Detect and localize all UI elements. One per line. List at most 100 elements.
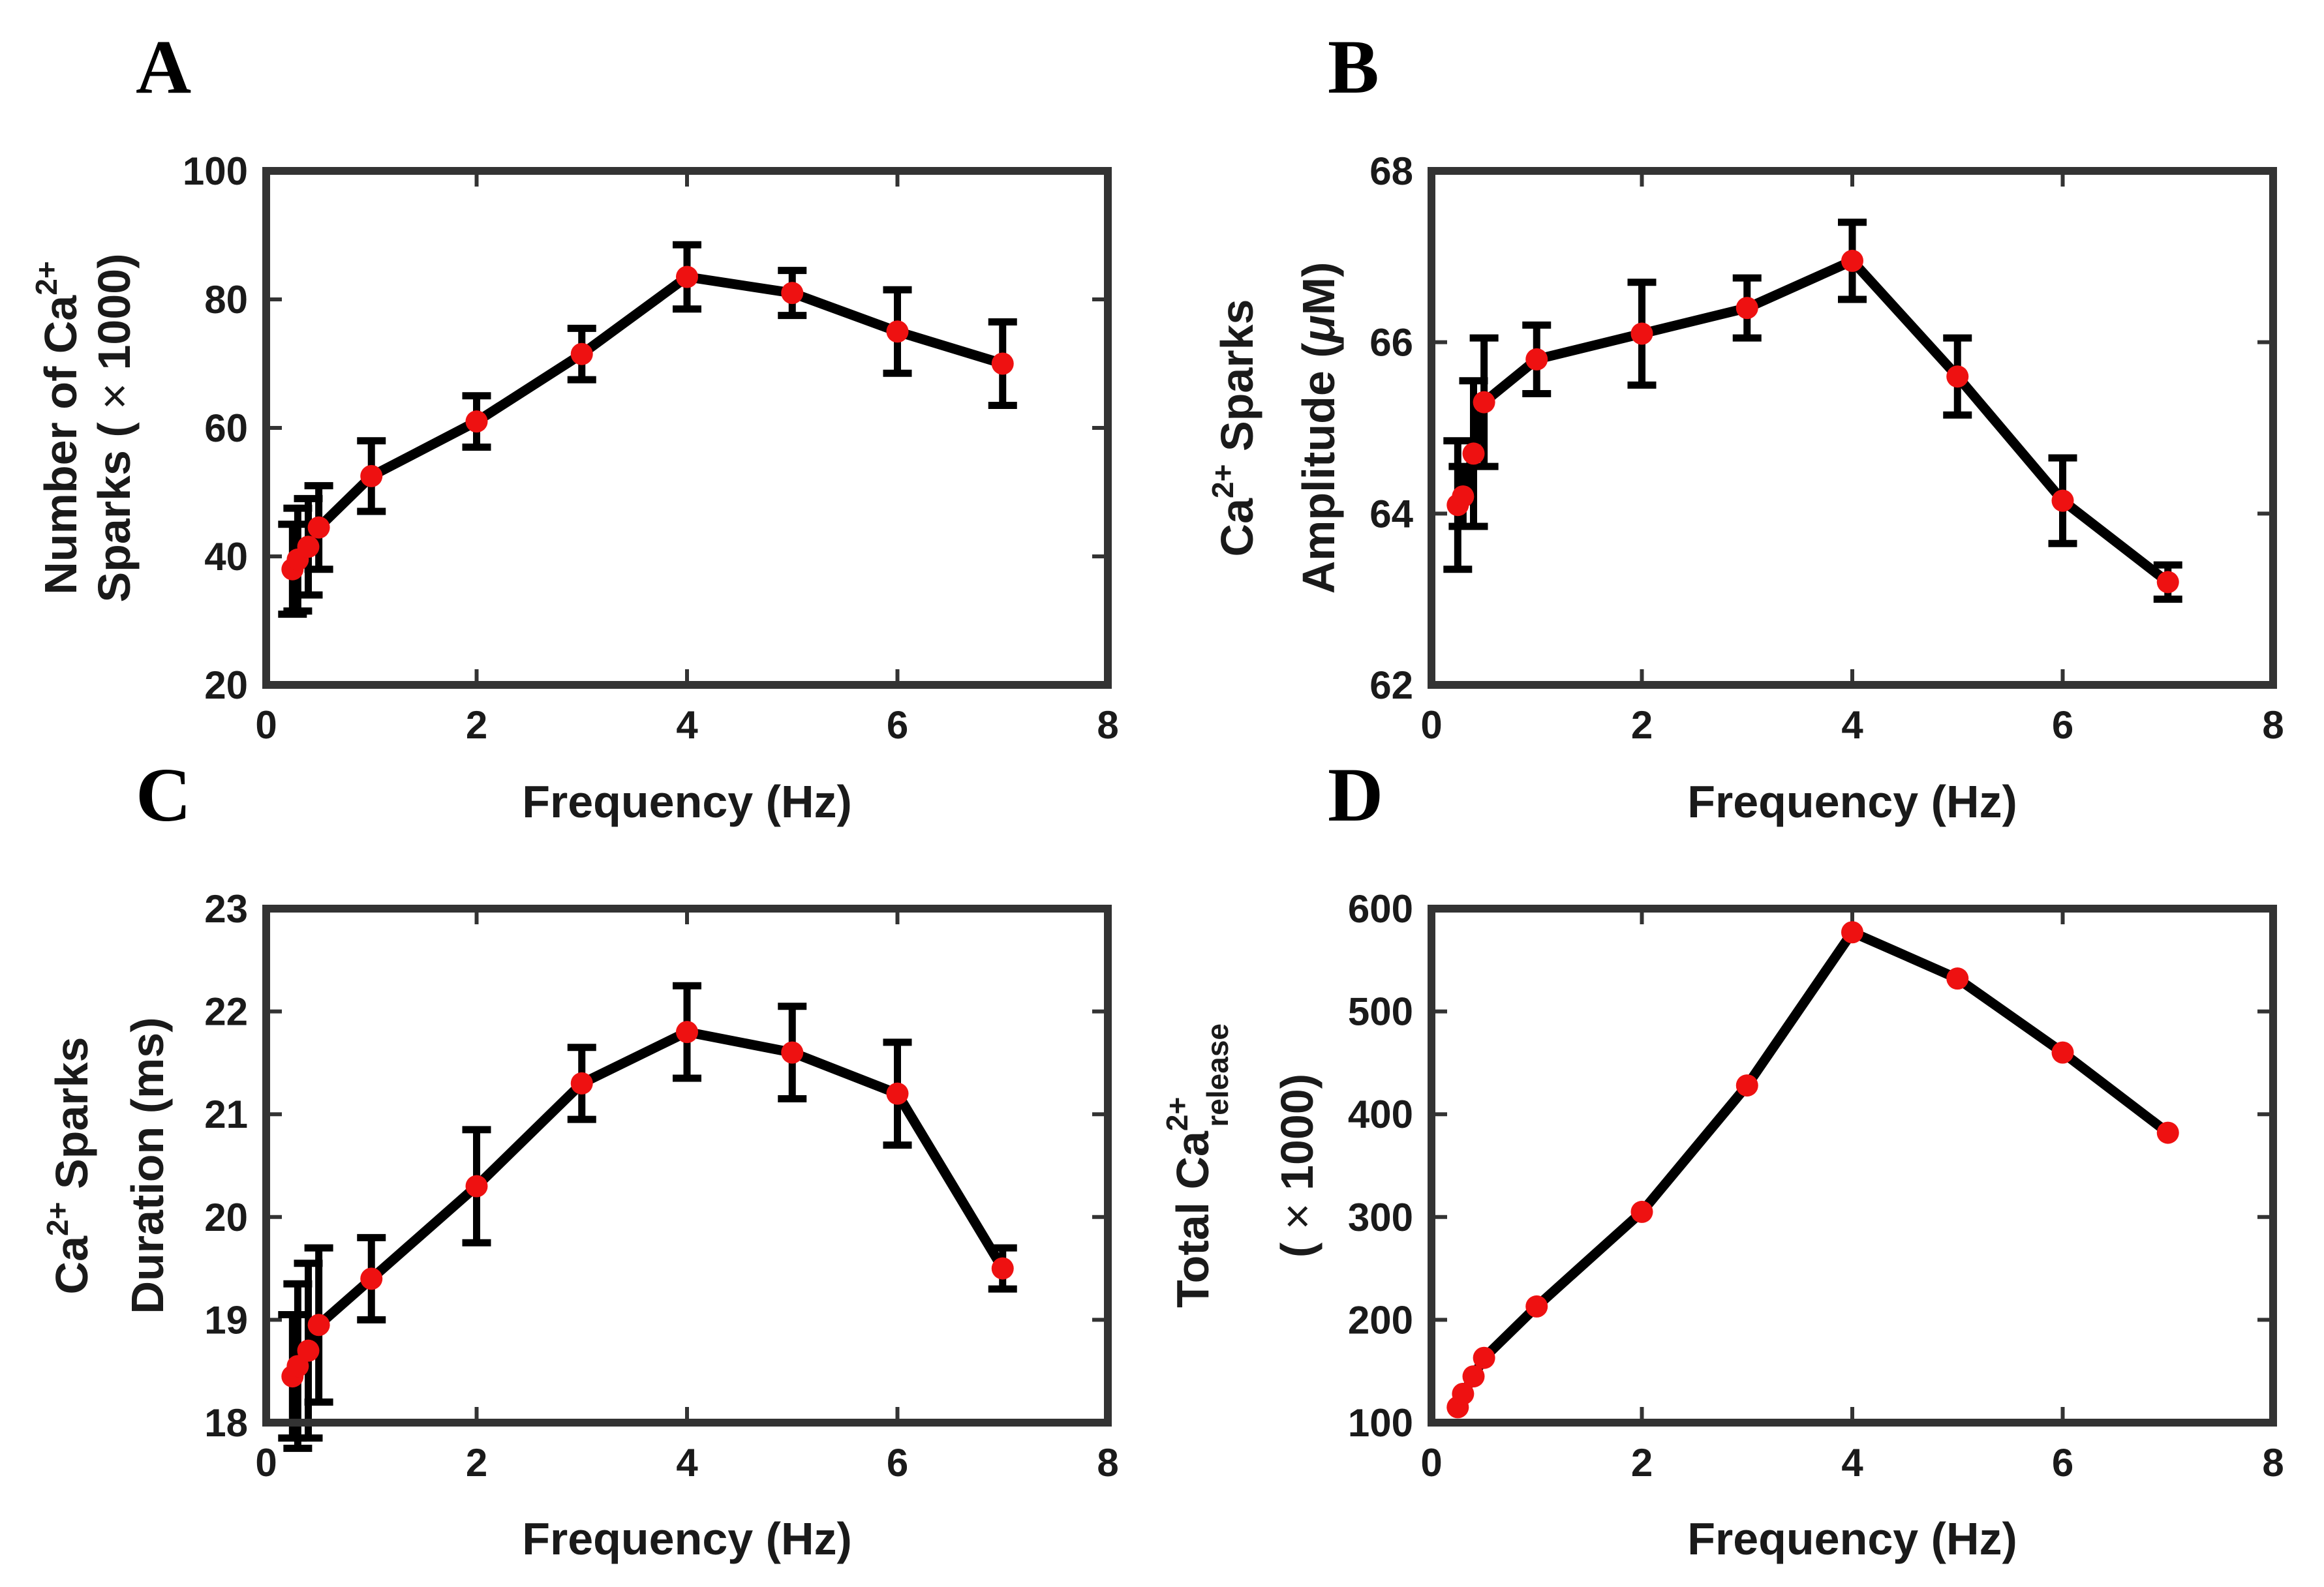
data-point bbox=[1735, 297, 1758, 320]
y-tick-label: 60 bbox=[204, 406, 248, 450]
data-point bbox=[307, 1314, 330, 1337]
data-point bbox=[1946, 967, 1969, 990]
data-point bbox=[1462, 442, 1485, 465]
data-point bbox=[2051, 1041, 2074, 1064]
panel-d: D 0 2 4 6 8 100 200 300 400 500 600 Frequency (Hz)… bbox=[1160, 752, 2284, 1564]
y-tick-label: 23 bbox=[204, 887, 248, 931]
data-point bbox=[1525, 1295, 1548, 1318]
x-tick-label: 6 bbox=[887, 1441, 908, 1485]
data-point bbox=[307, 516, 330, 539]
data-point bbox=[297, 536, 320, 558]
y-tick-label: 40 bbox=[204, 535, 248, 579]
y-tick-label: 62 bbox=[1369, 663, 1413, 707]
panel-label-a: A bbox=[136, 24, 191, 110]
panel-c: C 0 2 4 6 8 18 19 20 21 22 23 Frequency (Hz) Ca2+ … bbox=[40, 752, 1119, 1564]
panel-a-tick-labels: 0 2 4 6 8 20 40 60 80 100 bbox=[183, 149, 1119, 747]
data-point bbox=[1525, 348, 1548, 370]
x-tick-label: 2 bbox=[1631, 1441, 1653, 1485]
x-tick-label: 0 bbox=[255, 703, 277, 747]
data-point bbox=[1630, 322, 1653, 345]
y-tick-label: 600 bbox=[1348, 887, 1413, 931]
panel-b-plot bbox=[1443, 219, 2182, 603]
x-tick-label: 4 bbox=[676, 703, 698, 747]
panel-a-plot bbox=[278, 241, 1017, 618]
panel-b-xlabel: Frequency (Hz) bbox=[1687, 776, 2017, 827]
data-point bbox=[991, 1257, 1014, 1280]
data-point bbox=[1841, 921, 1863, 944]
panel-c-tick-labels: 0 2 4 6 8 18 19 20 21 22 23 bbox=[204, 887, 1118, 1485]
panel-c-frame bbox=[262, 905, 1112, 1427]
data-point bbox=[991, 352, 1014, 375]
data-point bbox=[360, 1267, 383, 1290]
panel-a: A 0 2 4 6 8 20 40 60 80 100 Frequency (Hz) Number… bbox=[29, 24, 1119, 827]
data-point bbox=[1841, 249, 1863, 272]
data-point bbox=[1473, 1346, 1495, 1369]
data-point bbox=[1462, 1365, 1485, 1388]
x-tick-label: 4 bbox=[676, 1441, 698, 1485]
data-point bbox=[1452, 485, 1475, 508]
data-point bbox=[360, 464, 383, 487]
y-tick-label: 300 bbox=[1348, 1196, 1413, 1239]
y-tick-label: 200 bbox=[1348, 1298, 1413, 1342]
panel-c-ylabel-line2: Duration (ms) bbox=[122, 1018, 173, 1314]
x-tick-label: 0 bbox=[1420, 703, 1442, 747]
data-point bbox=[1473, 391, 1495, 414]
x-tick-label: 2 bbox=[466, 703, 487, 747]
y-tick-label: 22 bbox=[204, 990, 248, 1034]
panel-d-ticks bbox=[1430, 907, 2275, 1425]
panel-d-plot bbox=[1446, 921, 2179, 1419]
panel-b-ylabel-line1: Ca2+ Sparks bbox=[1206, 299, 1262, 557]
x-tick-label: 6 bbox=[2052, 1441, 2073, 1485]
x-tick-label: 8 bbox=[2262, 703, 2284, 747]
panel-c-xlabel: Frequency (Hz) bbox=[522, 1513, 852, 1564]
x-tick-label: 4 bbox=[1841, 703, 1863, 747]
panel-b-ylabel-line2: Amplitude (μM) bbox=[1293, 262, 1344, 594]
panel-b-frame bbox=[1428, 167, 2277, 689]
x-tick-label: 4 bbox=[1841, 1441, 1863, 1485]
data-point bbox=[297, 1339, 320, 1362]
x-tick-label: 0 bbox=[1420, 1441, 1442, 1485]
data-point bbox=[676, 1021, 698, 1044]
data-point bbox=[676, 265, 698, 288]
data-point bbox=[465, 410, 488, 433]
y-tick-label: 19 bbox=[204, 1298, 248, 1342]
y-tick-label: 66 bbox=[1369, 321, 1413, 365]
data-point bbox=[2156, 571, 2179, 594]
panel-d-ylabel-line1: Total Ca2+ release bbox=[1160, 1023, 1234, 1308]
data-point bbox=[465, 1175, 488, 1198]
x-tick-label: 8 bbox=[2262, 1441, 2284, 1485]
data-point bbox=[570, 342, 593, 365]
panel-a-ylabel-line2: Sparks ( × 1000) bbox=[89, 253, 140, 602]
panel-label-c: C bbox=[136, 752, 191, 838]
y-tick-label: 500 bbox=[1348, 990, 1413, 1034]
y-tick-label: 18 bbox=[204, 1401, 248, 1445]
data-point bbox=[781, 282, 804, 305]
data-point bbox=[1946, 365, 1969, 388]
y-tick-label: 68 bbox=[1369, 149, 1413, 193]
data-point bbox=[1735, 1074, 1758, 1097]
y-tick-label: 21 bbox=[204, 1093, 248, 1136]
x-tick-label: 8 bbox=[1097, 1441, 1118, 1485]
x-tick-label: 0 bbox=[255, 1441, 277, 1485]
x-tick-label: 2 bbox=[1631, 703, 1653, 747]
data-point bbox=[570, 1072, 593, 1095]
data-point bbox=[886, 1082, 909, 1105]
data-point bbox=[1452, 1382, 1475, 1405]
x-tick-label: 2 bbox=[466, 1441, 487, 1485]
panel-d-xlabel: Frequency (Hz) bbox=[1687, 1513, 2017, 1564]
panel-d-tick-labels: 0 2 4 6 8 100 200 300 400 500 600 bbox=[1348, 887, 2284, 1485]
y-tick-label: 100 bbox=[1348, 1401, 1413, 1445]
panel-c-ylabel-line1: Ca2+ Sparks bbox=[40, 1037, 97, 1295]
panel-a-ylabel-line1: Number of Ca2+ bbox=[29, 261, 86, 594]
data-point bbox=[2156, 1121, 2179, 1144]
y-tick-label: 64 bbox=[1369, 492, 1413, 536]
y-tick-label: 100 bbox=[183, 149, 248, 193]
panel-a-xlabel: Frequency (Hz) bbox=[522, 776, 852, 827]
panel-c-plot bbox=[278, 982, 1017, 1452]
x-tick-label: 8 bbox=[1097, 703, 1118, 747]
x-tick-label: 6 bbox=[2052, 703, 2073, 747]
data-point bbox=[781, 1041, 804, 1064]
